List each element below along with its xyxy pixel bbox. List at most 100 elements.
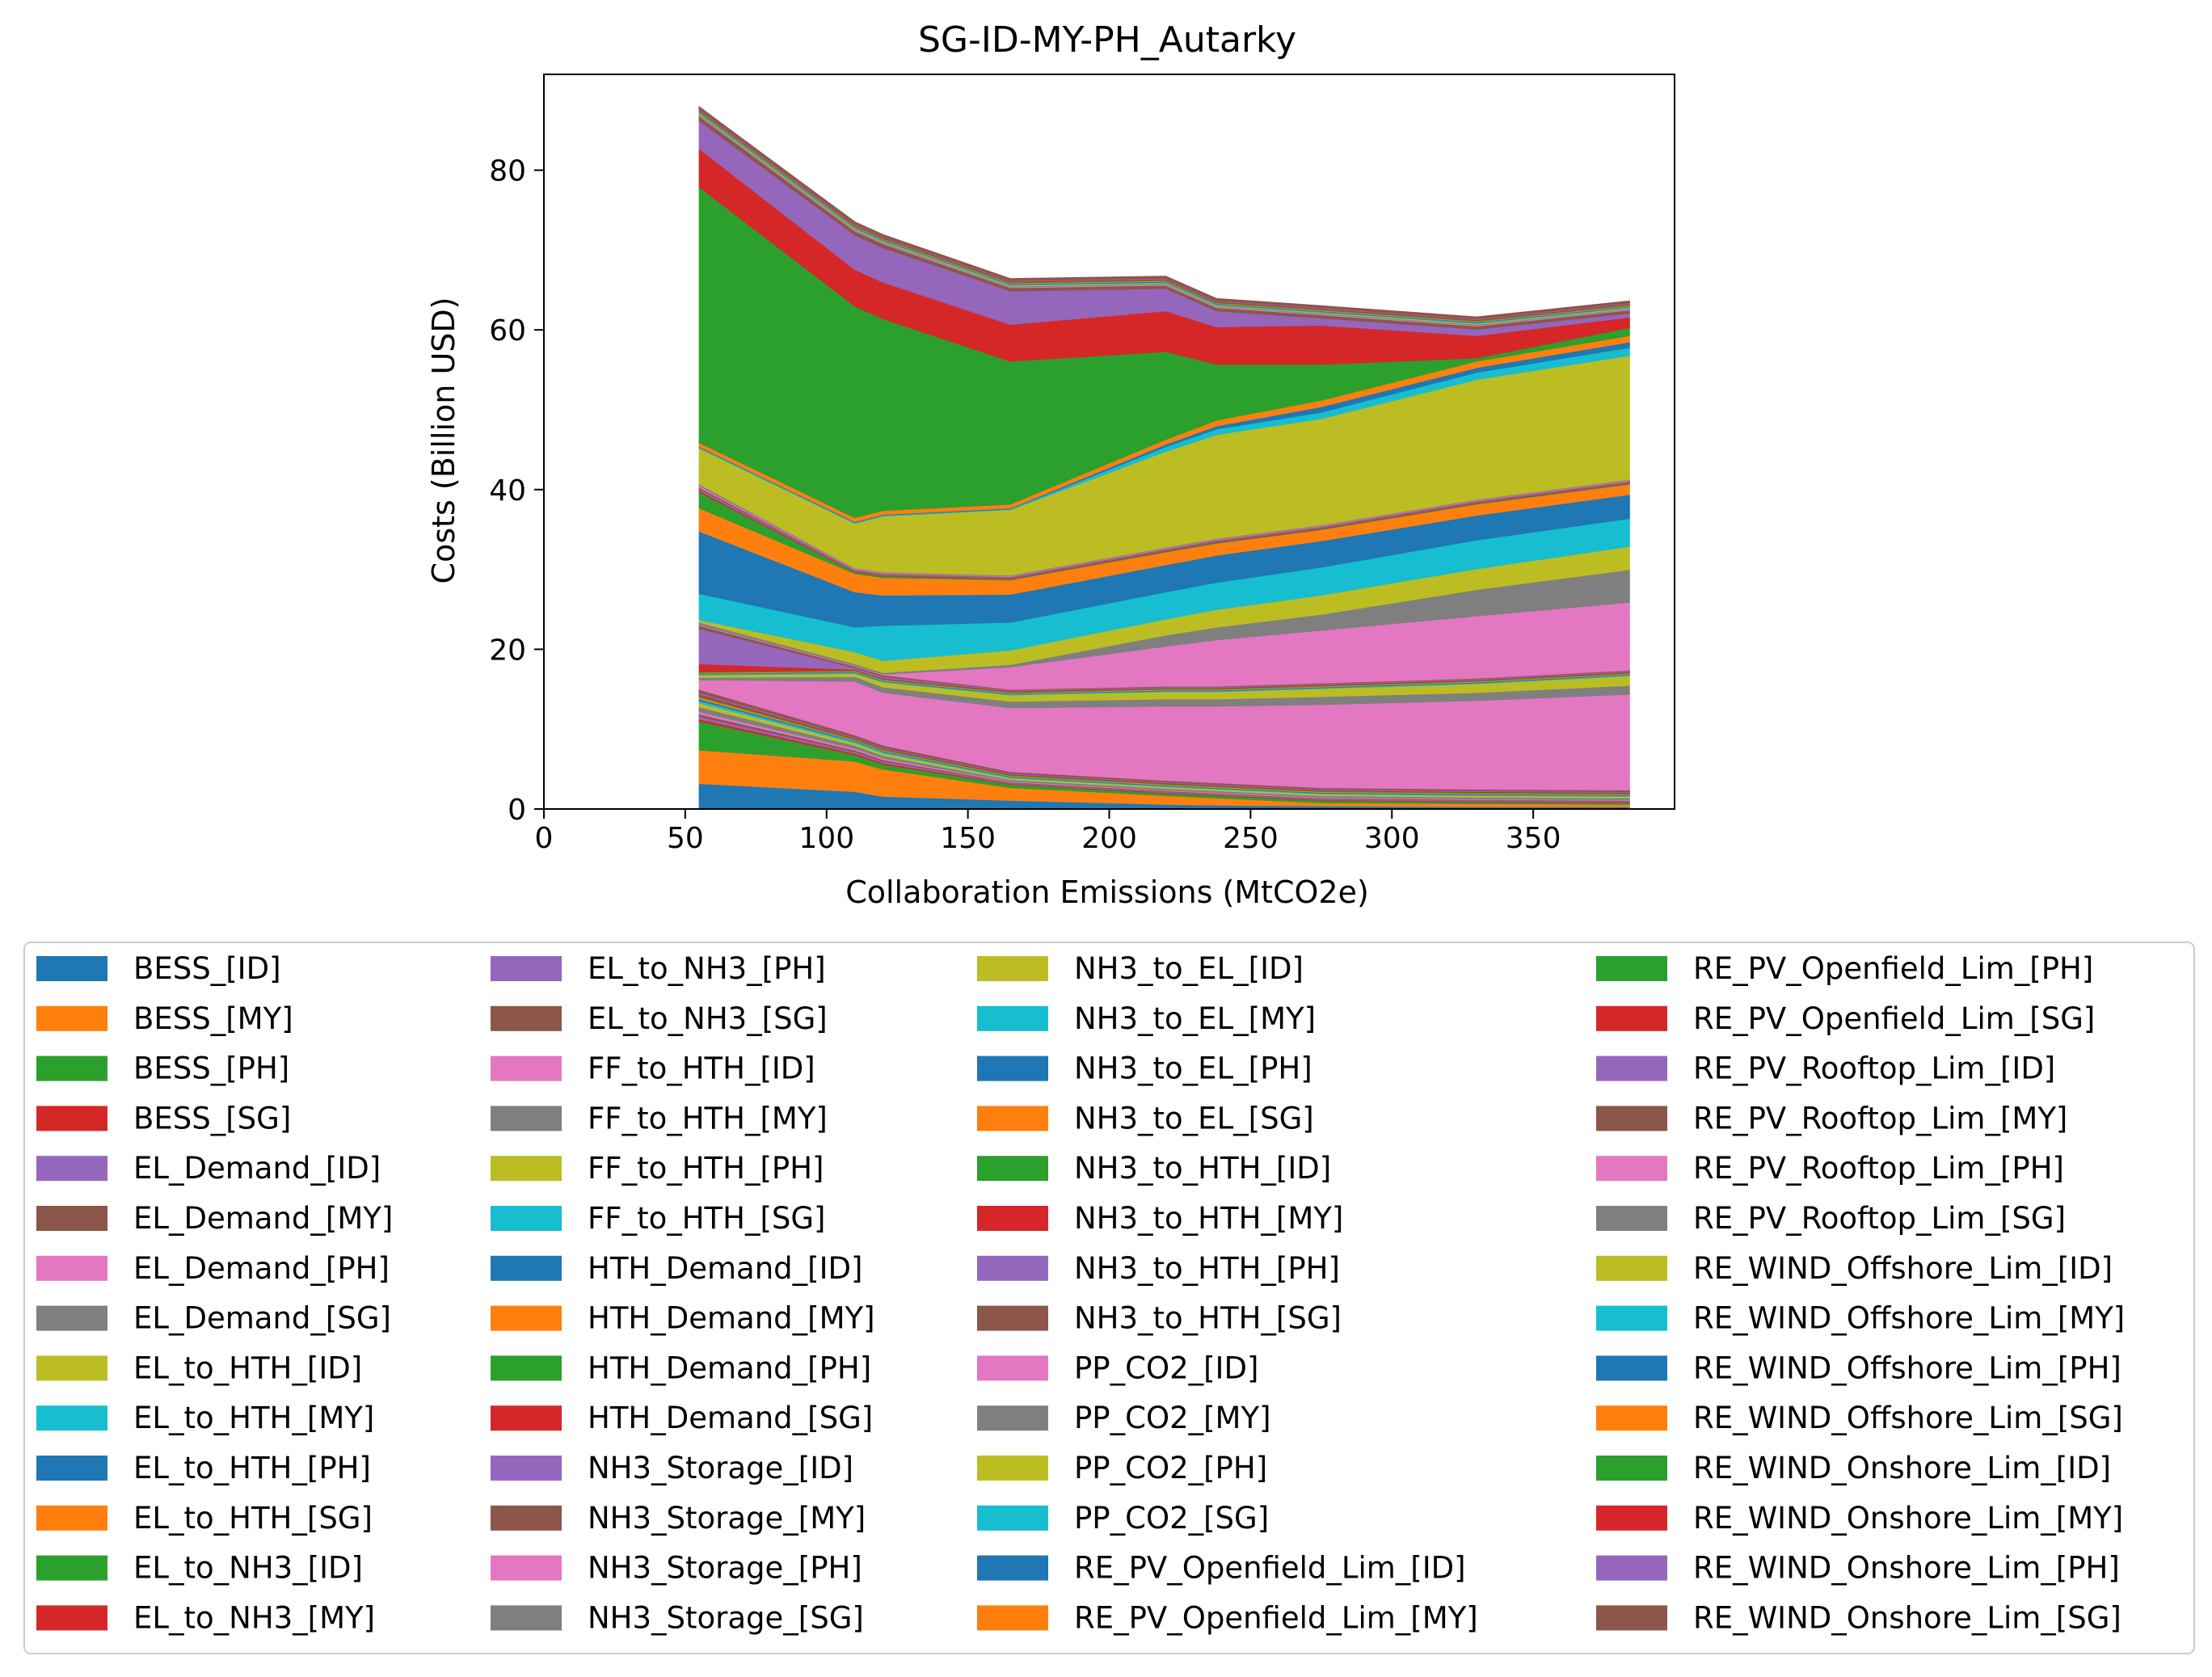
- legend-label: BESS_[ID]: [133, 951, 281, 986]
- legend-label: BESS_[MY]: [133, 1001, 293, 1036]
- legend-swatch: [977, 1255, 1048, 1281]
- legend-swatch: [36, 1355, 107, 1381]
- legend-swatch: [491, 1055, 562, 1081]
- legend-label: RE_WIND_Onshore_Lim_[MY]: [1693, 1501, 2123, 1536]
- legend-label: BESS_[PH]: [133, 1051, 289, 1086]
- legend-swatch: [36, 1405, 107, 1431]
- legend-swatch: [977, 1005, 1048, 1031]
- legend-swatch: [977, 1355, 1048, 1381]
- legend-label: RE_PV_Rooftop_Lim_[PH]: [1693, 1151, 2064, 1186]
- legend-item-re-pv-openfield-lim-sg: RE_PV_Openfield_Lim_[SG]: [1596, 1001, 2095, 1036]
- legend-item-hth-demand-my: HTH_Demand_[MY]: [491, 1301, 875, 1336]
- x-axis-label: Collaboration Emissions (MtCO2e): [845, 874, 1369, 910]
- legend-item-bess-ph: BESS_[PH]: [36, 1051, 289, 1086]
- legend-item-el-to-hth-sg: EL_to_HTH_[SG]: [36, 1501, 373, 1536]
- legend-swatch: [1596, 1405, 1667, 1431]
- legend-item-re-pv-rooftop-lim-my: RE_PV_Rooftop_Lim_[MY]: [1596, 1101, 2067, 1136]
- legend-label: NH3_to_EL_[MY]: [1074, 1001, 1316, 1036]
- legend-swatch: [36, 1605, 107, 1631]
- legend-swatch: [1596, 1505, 1667, 1531]
- legend-item-nh3-to-el-id: NH3_to_EL_[ID]: [977, 951, 1304, 986]
- legend-item-re-wind-onshore-lim-my: RE_WIND_Onshore_Lim_[MY]: [1596, 1501, 2123, 1536]
- legend-item-nh3-storage-id: NH3_Storage_[ID]: [491, 1451, 853, 1485]
- legend-item-pp-co2-my: PP_CO2_[MY]: [977, 1401, 1271, 1435]
- legend-label: NH3_Storage_[SG]: [588, 1600, 864, 1635]
- legend-item-ff-to-hth-my: FF_to_HTH_[MY]: [491, 1101, 828, 1136]
- legend-label: RE_WIND_Onshore_Lim_[PH]: [1693, 1551, 2120, 1586]
- legend-item-bess-id: BESS_[ID]: [36, 951, 281, 986]
- legend-label: EL_to_NH3_[SG]: [588, 1001, 828, 1036]
- legend-label: FF_to_HTH_[SG]: [588, 1201, 825, 1236]
- legend-item-re-wind-offshore-lim-id: RE_WIND_Offshore_Lim_[ID]: [1596, 1251, 2113, 1286]
- legend-swatch: [36, 1005, 107, 1031]
- legend-item-ff-to-hth-id: FF_to_HTH_[ID]: [491, 1051, 815, 1086]
- legend-item-el-demand-id: EL_Demand_[ID]: [36, 1151, 381, 1186]
- legend-swatch: [1596, 1255, 1667, 1281]
- legend-label: HTH_Demand_[PH]: [588, 1350, 871, 1385]
- x-tick-label: 0: [535, 822, 554, 855]
- legend-label: NH3_to_HTH_[PH]: [1074, 1251, 1340, 1286]
- legend-label: PP_CO2_[MY]: [1074, 1401, 1271, 1435]
- legend-item-re-pv-rooftop-lim-sg: RE_PV_Rooftop_Lim_[SG]: [1596, 1201, 2066, 1236]
- legend-swatch: [491, 1555, 562, 1581]
- legend-label: EL_to_NH3_[PH]: [588, 951, 826, 986]
- legend-label: HTH_Demand_[SG]: [588, 1401, 873, 1435]
- legend-label: NH3_to_EL_[ID]: [1074, 951, 1304, 986]
- legend-swatch: [491, 1206, 562, 1231]
- legend-label: EL_Demand_[PH]: [133, 1251, 390, 1286]
- legend-label: EL_Demand_[ID]: [133, 1151, 381, 1186]
- legend-item-nh3-to-hth-sg: NH3_to_HTH_[SG]: [977, 1301, 1342, 1336]
- legend-item-nh3-to-el-ph: NH3_to_EL_[PH]: [977, 1051, 1312, 1086]
- x-tick-label: 150: [940, 822, 996, 855]
- legend-label: EL_Demand_[SG]: [133, 1301, 391, 1336]
- legend-item-nh3-to-hth-my: NH3_to_HTH_[MY]: [977, 1201, 1343, 1236]
- legend-swatch: [491, 1456, 562, 1481]
- legend-swatch: [1596, 1355, 1667, 1381]
- legend-swatch: [36, 1055, 107, 1081]
- legend-label: RE_WIND_Offshore_Lim_[MY]: [1693, 1301, 2125, 1336]
- legend: BESS_[ID] BESS_[MY] BESS_[PH] BESS_[SG] EL_D…: [23, 942, 2195, 1654]
- legend-label: RE_WIND_Offshore_Lim_[ID]: [1693, 1251, 2113, 1286]
- legend-item-el-demand-ph: EL_Demand_[PH]: [36, 1251, 390, 1286]
- legend-label: RE_PV_Rooftop_Lim_[ID]: [1693, 1051, 2055, 1086]
- legend-label: PP_CO2_[SG]: [1074, 1501, 1269, 1536]
- legend-item-nh3-to-hth-ph: NH3_to_HTH_[PH]: [977, 1251, 1340, 1286]
- legend-swatch: [977, 1106, 1048, 1131]
- legend-item-el-to-hth-my: EL_to_HTH_[MY]: [36, 1401, 374, 1435]
- legend-swatch: [977, 1305, 1048, 1331]
- legend-item-bess-sg: BESS_[SG]: [36, 1101, 291, 1136]
- legend-swatch: [491, 956, 562, 981]
- x-tick-label: 100: [798, 822, 854, 855]
- legend-label: EL_to_NH3_[MY]: [133, 1600, 375, 1635]
- legend-item-nh3-to-el-sg: NH3_to_EL_[SG]: [977, 1101, 1314, 1136]
- legend-item-hth-demand-sg: HTH_Demand_[SG]: [491, 1401, 873, 1435]
- legend-swatch: [36, 1106, 107, 1131]
- legend-swatch: [491, 1005, 562, 1031]
- legend-swatch: [491, 1505, 562, 1531]
- legend-label: EL_to_HTH_[MY]: [133, 1401, 374, 1435]
- legend-swatch: [36, 1456, 107, 1481]
- legend-item-re-pv-openfield-lim-id: RE_PV_Openfield_Lim_[ID]: [977, 1551, 1466, 1586]
- legend-swatch: [1596, 1305, 1667, 1331]
- legend-item-re-wind-onshore-lim-sg: RE_WIND_Onshore_Lim_[SG]: [1596, 1600, 2121, 1635]
- legend-swatch: [1596, 1456, 1667, 1481]
- legend-label: HTH_Demand_[ID]: [588, 1251, 862, 1286]
- legend-swatch: [977, 1206, 1048, 1231]
- legend-item-re-wind-onshore-lim-ph: RE_WIND_Onshore_Lim_[PH]: [1596, 1551, 2120, 1586]
- legend-label: RE_PV_Openfield_Lim_[PH]: [1693, 951, 2093, 986]
- legend-label: RE_PV_Rooftop_Lim_[SG]: [1693, 1201, 2066, 1236]
- legend-swatch: [977, 956, 1048, 981]
- stacked-areas: [698, 106, 1630, 810]
- legend-swatch: [977, 1555, 1048, 1581]
- legend-item-el-to-hth-id: EL_to_HTH_[ID]: [36, 1350, 362, 1385]
- legend-item-hth-demand-ph: HTH_Demand_[PH]: [491, 1350, 871, 1385]
- legend-item-re-wind-onshore-lim-id: RE_WIND_Onshore_Lim_[ID]: [1596, 1451, 2111, 1485]
- legend-item-re-pv-openfield-lim-ph: RE_PV_Openfield_Lim_[PH]: [1596, 951, 2093, 986]
- legend-swatch: [1596, 956, 1667, 981]
- legend-item-re-pv-openfield-lim-my: RE_PV_Openfield_Lim_[MY]: [977, 1600, 1478, 1635]
- legend-swatch: [36, 1156, 107, 1182]
- y-axis-label: Costs (Billion USD): [426, 297, 461, 584]
- legend-swatch: [491, 1355, 562, 1381]
